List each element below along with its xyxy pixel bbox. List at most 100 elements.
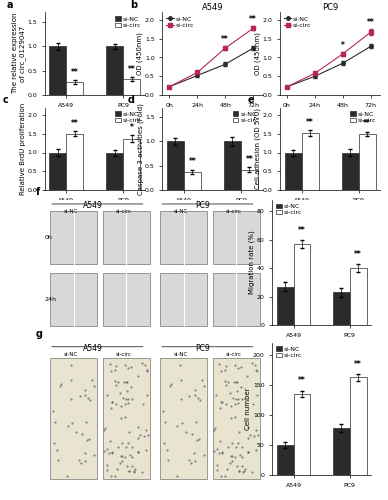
Legend: si-NC, si-circ: si-NC, si-circ [275, 346, 303, 358]
Point [126, 468, 132, 475]
Point [253, 446, 259, 454]
Point [79, 430, 85, 438]
Legend: si-NC, si-circ: si-NC, si-circ [114, 16, 142, 28]
Bar [224, 142, 241, 190]
Point [254, 367, 260, 375]
Text: si-circ: si-circ [116, 210, 132, 214]
Y-axis label: Cell number: Cell number [246, 388, 251, 430]
Point [229, 438, 235, 446]
Point [109, 448, 115, 456]
Point [135, 372, 141, 380]
Point [123, 378, 129, 386]
Point [245, 434, 251, 442]
Point [135, 448, 141, 456]
Point [109, 398, 115, 406]
Title: A549: A549 [202, 2, 223, 12]
Point [196, 435, 202, 443]
Point [251, 361, 258, 369]
Point [118, 414, 124, 422]
Bar [294, 244, 310, 325]
Point [122, 400, 128, 407]
Point [139, 468, 145, 476]
Point [64, 472, 70, 480]
Point [234, 387, 240, 395]
Point [128, 364, 134, 372]
Point [113, 382, 120, 390]
Point [223, 400, 229, 407]
Point [242, 466, 248, 473]
Point [194, 394, 201, 402]
Point [104, 466, 110, 474]
Point [160, 407, 166, 415]
Point [78, 459, 84, 467]
Point [76, 456, 82, 464]
Point [54, 446, 60, 454]
Point [178, 395, 184, 403]
Point [129, 396, 135, 404]
Point [222, 472, 228, 480]
Point [89, 376, 95, 384]
Bar [123, 79, 140, 95]
Point [232, 400, 238, 407]
Legend: si-NC, si-circ: si-NC, si-circ [165, 16, 194, 28]
Point [101, 426, 107, 434]
Point [82, 391, 88, 399]
Point [213, 392, 220, 400]
Point [197, 396, 203, 404]
FancyBboxPatch shape [103, 358, 150, 480]
Text: e: e [248, 94, 255, 104]
Point [122, 361, 128, 369]
Point [125, 396, 131, 404]
Point [211, 424, 218, 432]
Point [83, 418, 89, 426]
Point [189, 430, 195, 438]
FancyBboxPatch shape [213, 358, 260, 480]
Point [238, 364, 244, 372]
Legend: si-NC, si-circ: si-NC, si-circ [114, 110, 142, 124]
Text: **: ** [71, 68, 79, 76]
Point [235, 439, 241, 447]
Point [235, 398, 241, 406]
Point [123, 444, 129, 452]
Point [109, 448, 116, 456]
Text: **: ** [354, 360, 362, 368]
Point [232, 414, 239, 422]
Point [76, 392, 83, 400]
Point [119, 457, 125, 465]
Point [240, 468, 246, 475]
Point [225, 442, 231, 450]
Point [191, 450, 197, 458]
Point [236, 450, 242, 458]
Point [135, 423, 141, 431]
Point [235, 364, 241, 372]
Point [229, 457, 235, 465]
Point [57, 382, 63, 390]
Legend: si-NC, si-circ: si-NC, si-circ [350, 110, 377, 124]
Text: 0h: 0h [45, 234, 52, 240]
Point [194, 436, 201, 444]
Point [113, 400, 120, 407]
Point [178, 376, 184, 384]
Y-axis label: The relative expression
of circ_0129047: The relative expression of circ_0129047 [12, 13, 26, 94]
Text: **: ** [128, 64, 136, 74]
Point [219, 448, 225, 456]
Point [188, 459, 194, 467]
Point [166, 382, 173, 390]
Y-axis label: Relative BrdU proliferation: Relative BrdU proliferation [20, 102, 26, 195]
Point [222, 362, 229, 370]
Bar [341, 152, 359, 190]
Point [122, 414, 128, 422]
Text: **: ** [354, 250, 362, 259]
Point [236, 468, 242, 475]
Point [126, 466, 132, 474]
Text: **: ** [298, 376, 306, 386]
Point [85, 394, 91, 402]
Point [227, 460, 234, 468]
Point [113, 362, 119, 370]
Point [139, 359, 145, 367]
FancyBboxPatch shape [160, 210, 207, 264]
Bar [66, 82, 83, 95]
Point [108, 367, 114, 375]
Point [142, 361, 148, 369]
Point [106, 449, 112, 457]
